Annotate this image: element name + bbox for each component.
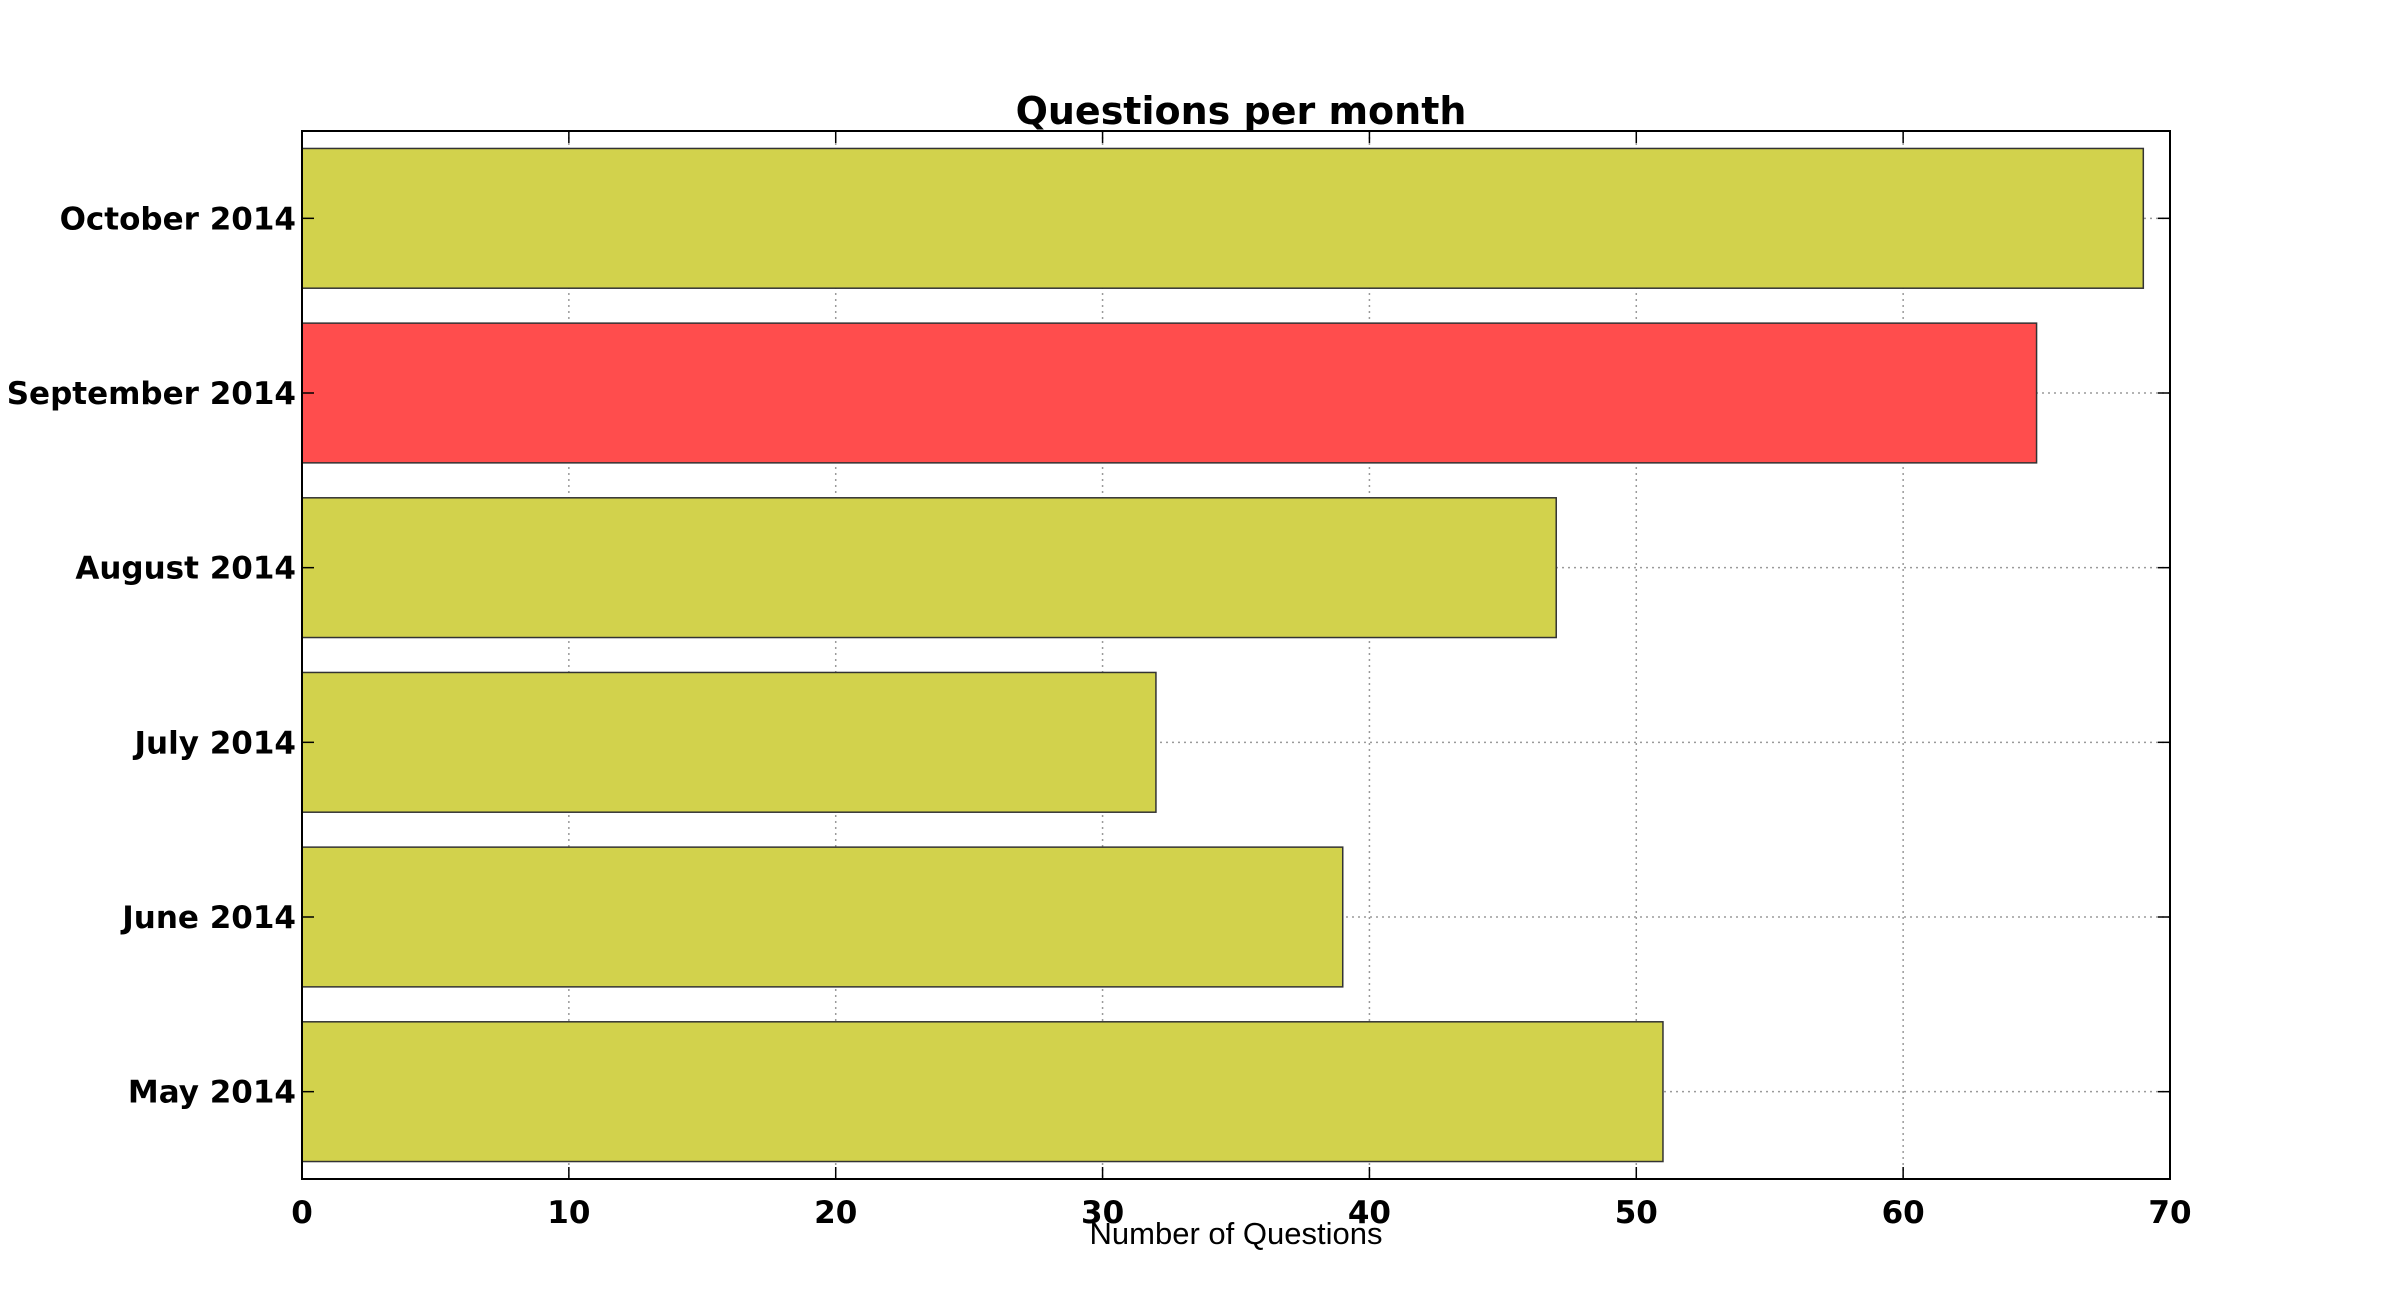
y-tick-label: October 2014	[60, 201, 296, 237]
chart-title: Questions per month	[1016, 89, 1467, 133]
x-tick-labels: 0 10 20 30 40 50 60 70	[291, 1195, 2191, 1231]
plot-frame	[301, 130, 2171, 1180]
bar-may-2014	[301, 1021, 1664, 1163]
x-tick-label: 0	[291, 1195, 313, 1231]
axis-ticks	[301, 131, 2171, 1179]
bar-october-2014	[301, 147, 2145, 289]
grid-lines	[302, 131, 2170, 1179]
x-tick-label: 70	[2148, 1195, 2191, 1231]
y-tick-label: June 2014	[120, 900, 296, 936]
y-tick-label: August 2014	[75, 551, 296, 587]
bars	[301, 147, 2145, 1163]
x-tick-label: 60	[1882, 1195, 1925, 1231]
x-tick-label: 30	[1081, 1195, 1124, 1231]
x-axis-label: Number of Questions	[1090, 1216, 1383, 1251]
bar-june-2014	[301, 846, 1344, 988]
x-tick-label: 10	[547, 1195, 590, 1231]
x-tick-label: 50	[1615, 1195, 1658, 1231]
y-tick-label: September 2014	[7, 376, 296, 412]
y-tick-label: July 2014	[132, 725, 296, 761]
x-tick-label: 40	[1348, 1195, 1391, 1231]
y-tick-label: May 2014	[128, 1075, 296, 1111]
bar-august-2014	[301, 497, 1557, 639]
bar-september-2014	[301, 322, 2038, 464]
y-tick-labels: October 2014 September 2014 August 2014 Jul…	[7, 201, 296, 1110]
bar-july-2014	[301, 671, 1157, 813]
x-tick-label: 20	[814, 1195, 857, 1231]
